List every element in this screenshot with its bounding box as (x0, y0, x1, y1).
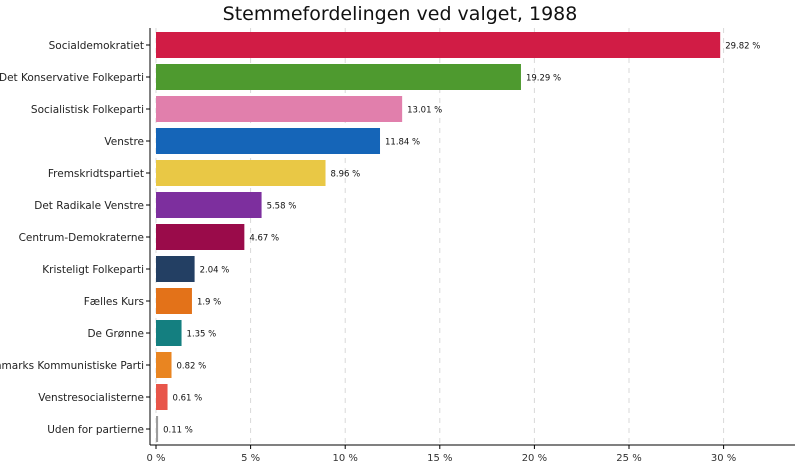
category-label: Centrum-Demokraterne (19, 232, 144, 244)
bar (156, 384, 168, 410)
value-label: 4.67 % (249, 234, 279, 244)
bar (156, 256, 195, 282)
bar (156, 32, 721, 58)
bars (156, 32, 721, 442)
chart-title: Stemmefordelingen ved valget, 1988 (223, 3, 578, 25)
value-label: 11.84 % (385, 138, 420, 148)
value-label: 8.96 % (331, 170, 361, 180)
value-label: 1.9 % (197, 298, 221, 308)
x-axis-ticks: 0 % 5 % 10 % 15 % 20 % 25 % 30 % (146, 445, 736, 464)
category-label: Uden for partierne (47, 424, 144, 436)
category-label: Venstre (104, 136, 144, 148)
value-label: 5.58 % (267, 202, 297, 212)
bar (156, 416, 159, 442)
x-tick-label: 10 % (332, 453, 357, 464)
value-label: 13.01 % (407, 106, 442, 116)
category-label: Socialdemokratiet (49, 40, 144, 52)
x-tick-label: 20 % (522, 453, 547, 464)
category-label: Fælles Kurs (84, 296, 144, 308)
value-label: 19.29 % (526, 74, 561, 84)
value-label: 0.82 % (177, 362, 207, 372)
category-labels: Socialdemokratiet Det Konservative Folkep… (0, 40, 144, 436)
x-tick-label: 30 % (711, 453, 736, 464)
bar (156, 96, 403, 122)
value-labels: 29.82 % 19.29 % 13.01 % 11.84 % 8.96 % 5.58 %… (163, 42, 760, 436)
bar (156, 192, 262, 218)
x-tick-label: 25 % (616, 453, 641, 464)
x-tick-label: 15 % (427, 453, 452, 464)
x-tick-label: 0 % (146, 453, 165, 464)
bar (156, 224, 245, 250)
axes (146, 28, 795, 446)
category-label: Venstresocialisterne (38, 392, 144, 404)
bar (156, 128, 381, 154)
bar (156, 64, 521, 90)
bar (156, 320, 182, 346)
category-label: De Grønne (87, 328, 144, 340)
category-label: Danmarks Kommunistiske Parti (0, 360, 144, 372)
value-label: 29.82 % (725, 42, 760, 52)
value-label: 1.35 % (187, 330, 217, 340)
category-label: Fremskridtspartiet (48, 168, 144, 180)
value-label: 2.04 % (200, 266, 230, 276)
x-tick-label: 5 % (241, 453, 260, 464)
category-label: Det Konservative Folkeparti (0, 72, 144, 84)
value-label: 0.11 % (163, 426, 193, 436)
value-label: 0.61 % (173, 394, 203, 404)
category-label: Kristeligt Folkeparti (42, 264, 144, 276)
category-label: Socialistisk Folkeparti (31, 104, 144, 116)
bar (156, 288, 192, 314)
bar (156, 160, 326, 186)
category-label: Det Radikale Venstre (34, 200, 144, 212)
bar (156, 352, 172, 378)
